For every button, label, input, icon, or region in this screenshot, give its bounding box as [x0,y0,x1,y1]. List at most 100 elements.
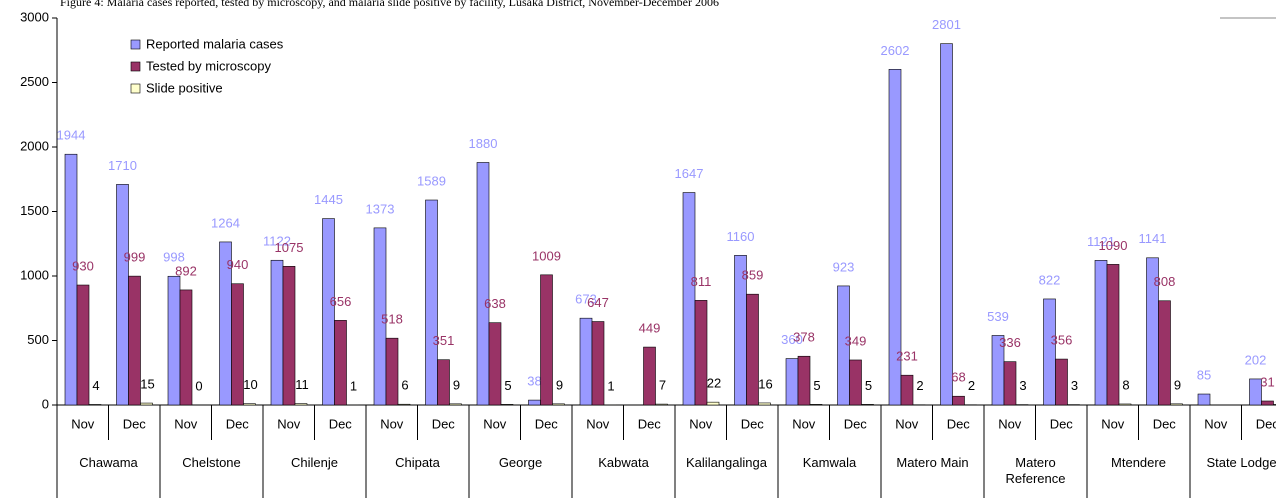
bar [682,192,696,406]
bar [500,404,514,406]
group-label: Chelstone [182,455,241,470]
value-label: 38 [527,374,541,389]
bar [694,300,708,406]
y-tick-label: 1500 [20,203,49,218]
bar [706,401,720,406]
value-label: 808 [1154,274,1176,289]
value-label: 351 [433,333,455,348]
bar [746,293,759,406]
value-label: 647 [587,295,609,310]
value-label: 1075 [275,240,304,255]
bar [88,404,102,406]
value-label: 378 [793,330,815,345]
x-tick-label: Nov [586,416,610,431]
bar [76,284,90,406]
bar [385,337,399,406]
value-label: 1445 [314,192,343,207]
value-label: 3 [1071,378,1078,393]
value-label: 6 [401,378,408,393]
value-label: 1121 [1087,234,1115,249]
value-label: 923 [833,259,855,274]
value-label: 1160 [727,229,755,244]
group-label: Chilenje [291,455,338,470]
value-label: 9 [1174,377,1181,392]
value-label: 892 [175,263,197,278]
value-label: 85 [1197,367,1211,382]
bar [540,274,553,406]
legend-swatch [130,39,141,50]
bar [579,317,593,406]
bar [1197,393,1211,406]
value-label: 356 [1051,333,1073,348]
bar [373,227,387,406]
value-label: 539 [987,309,1009,324]
value-label: 22 [707,376,721,391]
x-tick-label: Nov [1204,416,1228,431]
legend-label: Slide positive [146,80,223,95]
value-label: 5 [813,378,820,393]
bar [231,283,244,406]
value-label: 940 [227,257,249,272]
bar [888,69,902,406]
bar [809,404,823,406]
bar [1273,404,1276,406]
value-label: 811 [691,274,712,289]
chart-title: Figure 4: Malaria cases reported, tested… [60,0,719,9]
bar [1158,300,1171,406]
x-tick-label: Nov [483,416,507,431]
x-tick-label: Dec [329,416,353,431]
value-label: 673 [575,292,597,307]
value-label: 449 [639,321,661,336]
bar [282,266,296,406]
x-tick-label: Dec [432,416,456,431]
bar [758,402,771,406]
bar [591,321,605,406]
value-label: 930 [72,258,94,273]
bar [294,403,308,406]
value-label: 1944 [57,128,86,143]
x-tick-label: Dec [1050,416,1074,431]
value-label: 9 [556,377,563,392]
group-label: Matero Main [896,455,969,470]
bar [940,43,953,406]
bar [1170,403,1183,406]
bar [643,346,656,406]
group-label: Chawama [79,455,138,470]
value-label: 1 [607,378,614,393]
y-tick-label: 0 [42,396,49,411]
bar [243,403,256,406]
value-label: 7 [659,378,666,393]
bar [1249,378,1262,406]
value-label: 0 [195,378,202,393]
value-label: 2 [968,378,975,393]
x-tick-label: Nov [174,416,198,431]
value-label: 349 [845,333,867,348]
bar [528,399,541,406]
value-label: 5 [504,378,511,393]
value-label: 9 [453,377,460,392]
value-label: 15 [140,377,154,392]
x-tick-label: Dec [1153,416,1177,431]
x-tick-label: Dec [638,416,662,431]
value-label: 1647 [675,166,704,181]
x-tick-label: Nov [998,416,1022,431]
value-label: 1090 [1099,238,1128,253]
value-label: 8 [1122,377,1129,392]
x-tick-label: Nov [792,416,816,431]
bar [655,403,668,406]
value-label: 4 [92,378,99,393]
bar [1003,361,1017,406]
group-label: Chipata [395,455,440,470]
value-label: 3 [1019,378,1026,393]
y-tick-label: 2000 [20,138,49,153]
value-label: 1 [350,378,357,393]
bar [397,403,411,406]
group-label: Kalilangalinga [686,455,767,470]
bar [476,162,490,406]
value-label: 656 [330,294,352,309]
x-tick-label: Dec [947,416,971,431]
x-tick-label: Dec [844,416,868,431]
bar [785,358,799,406]
value-label: 10 [243,377,257,392]
